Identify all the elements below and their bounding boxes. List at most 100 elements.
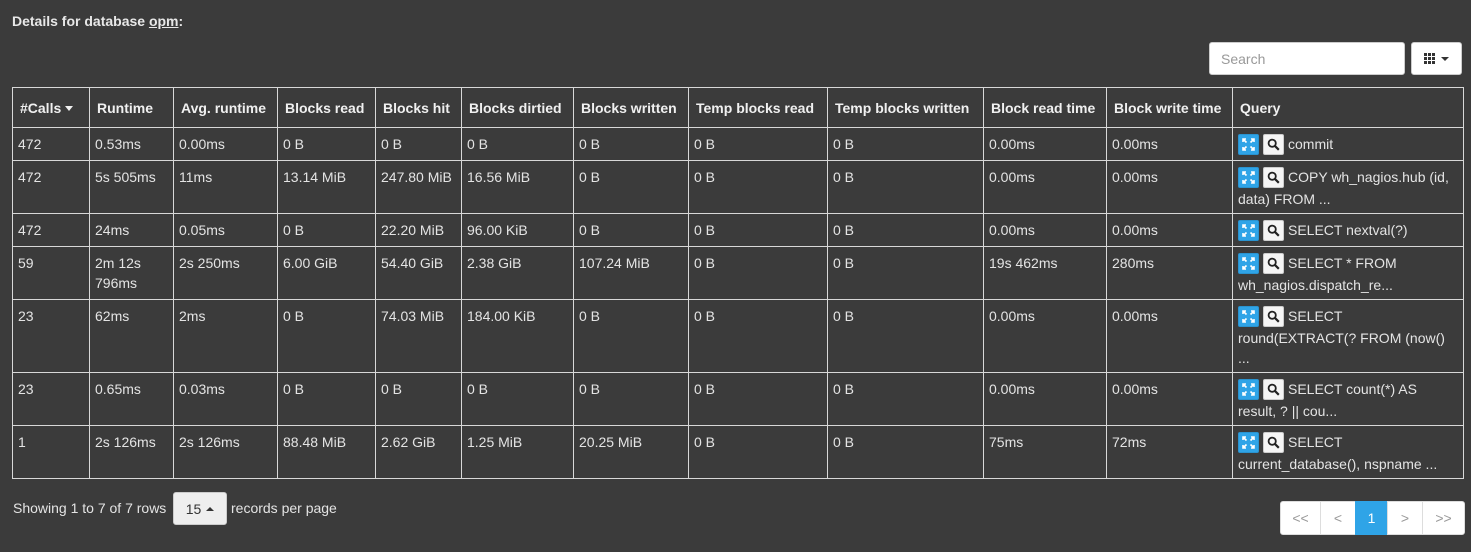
- column-header-label: Query: [1240, 99, 1281, 116]
- cell-value: 0 B: [833, 255, 855, 271]
- cell-value: 0 B: [579, 169, 601, 185]
- cell-value: 0 B: [833, 434, 855, 450]
- column-header[interactable]: Query: [1232, 87, 1464, 128]
- cell-value: 472: [18, 222, 42, 238]
- table-cell: 0.00ms: [983, 160, 1107, 214]
- column-header[interactable]: Block read time: [983, 87, 1107, 128]
- table-row: 472 5s 505ms 11ms 13.14 MiB 247.80 MiB 16.56 …: [12, 160, 1464, 214]
- table-cell: 0 B: [573, 299, 689, 373]
- table-row: 472 0.53ms 0.00ms 0 B 0 B 0 B 0 B 0 B 0 B 0.00ms 0…: [12, 127, 1464, 161]
- table-cell: 0 B: [827, 213, 984, 247]
- expand-icon[interactable]: [1238, 305, 1259, 327]
- cell-value: 0 B: [833, 308, 855, 324]
- table-row: 23 0.65ms 0.03ms 0 B 0 B 0 B 0 B 0 B 0 B 0.00ms 0.…: [12, 372, 1464, 426]
- cell-value: 0 B: [381, 136, 403, 152]
- search-input[interactable]: [1209, 42, 1405, 75]
- column-header[interactable]: Avg. runtime: [173, 87, 278, 128]
- database-link[interactable]: opm: [148, 13, 179, 29]
- columns-toggle-button[interactable]: [1411, 42, 1462, 75]
- column-header[interactable]: Blocks dirtied: [461, 87, 574, 128]
- cell-value: 19s 462ms: [989, 255, 1058, 271]
- column-header[interactable]: Blocks read: [277, 87, 376, 128]
- magnifier-icon[interactable]: [1263, 431, 1284, 453]
- cell-value: 72ms: [1112, 434, 1147, 450]
- cell-value: 0.00ms: [1112, 136, 1158, 152]
- expand-icon[interactable]: [1238, 431, 1259, 453]
- magnifier-icon[interactable]: [1263, 378, 1284, 400]
- table-cell: 0 B: [688, 246, 828, 300]
- cell-value: 0 B: [579, 308, 601, 324]
- cell-value: 59: [18, 255, 34, 271]
- cell-value: 0.00ms: [1112, 381, 1158, 397]
- table-cell: 0.53ms: [89, 127, 174, 161]
- cell-value: 0.00ms: [1112, 308, 1158, 324]
- magnifier-icon[interactable]: [1263, 252, 1284, 274]
- expand-icon[interactable]: [1238, 252, 1259, 274]
- table-cell: 0 B: [277, 299, 376, 373]
- table-cell: commit: [1232, 127, 1464, 161]
- table-cell: 0.00ms: [1106, 160, 1233, 214]
- table-cell: 0 B: [688, 213, 828, 247]
- table-cell: 0 B: [573, 372, 689, 426]
- table-cell: 184.00 KiB: [461, 299, 574, 373]
- expand-icon[interactable]: [1238, 133, 1259, 155]
- table-cell: SELECT count(*) AS result, ? || cou...: [1232, 372, 1464, 426]
- per-page-label: records per page: [231, 500, 337, 516]
- table-cell: 0 B: [375, 372, 462, 426]
- pagination: << < 1 > >>: [1280, 501, 1465, 535]
- table-cell: 0 B: [573, 213, 689, 247]
- query-text: SELECT round(EXTRACT(? FROM (now() ...: [1238, 308, 1445, 366]
- table-cell: 0 B: [827, 372, 984, 426]
- column-header[interactable]: Blocks hit: [375, 87, 462, 128]
- column-header[interactable]: Blocks written: [573, 87, 689, 128]
- expand-icon[interactable]: [1238, 219, 1259, 241]
- table-cell: 0 B: [573, 127, 689, 161]
- table-cell: 1.25 MiB: [461, 425, 574, 479]
- column-header[interactable]: #Calls: [12, 87, 90, 128]
- query-text: SELECT * FROM wh_nagios.dispatch_re...: [1238, 255, 1397, 293]
- cell-value: 1: [18, 434, 26, 450]
- cell-value: 13.14 MiB: [283, 169, 347, 185]
- cell-value: 0.00ms: [989, 222, 1035, 238]
- table-cell: 1: [12, 425, 90, 479]
- pagination-first[interactable]: <<: [1280, 501, 1321, 535]
- per-page-dropdown[interactable]: 15: [173, 492, 227, 525]
- pagination-last[interactable]: >>: [1422, 501, 1465, 535]
- column-header[interactable]: Temp blocks read: [688, 87, 828, 128]
- cell-value: 5s 505ms: [95, 169, 156, 185]
- table-cell: 2s 250ms: [173, 246, 278, 300]
- rows-summary: Showing 1 to 7 of 7 rows: [13, 500, 167, 516]
- magnifier-icon[interactable]: [1263, 219, 1284, 241]
- cell-value: 2m 12s 796ms: [95, 255, 141, 291]
- column-header-label: Blocks written: [581, 99, 677, 116]
- expand-icon[interactable]: [1238, 166, 1259, 188]
- column-header[interactable]: Block write time: [1106, 87, 1233, 128]
- cell-value: 96.00 KiB: [467, 222, 528, 238]
- table-cell: 2m 12s 796ms: [89, 246, 174, 300]
- table-cell: 0.05ms: [173, 213, 278, 247]
- cell-value: 20.25 MiB: [579, 434, 643, 450]
- magnifier-icon[interactable]: [1263, 166, 1284, 188]
- column-header[interactable]: Runtime: [89, 87, 174, 128]
- cell-value: 0.05ms: [179, 222, 225, 238]
- column-header[interactable]: Temp blocks written: [827, 87, 984, 128]
- table-cell: 0.00ms: [983, 213, 1107, 247]
- magnifier-icon[interactable]: [1263, 305, 1284, 327]
- table-cell: 2.38 GiB: [461, 246, 574, 300]
- cell-value: 75ms: [989, 434, 1024, 450]
- grid-icon: [1424, 53, 1435, 64]
- expand-icon[interactable]: [1238, 378, 1259, 400]
- cell-value: 24ms: [95, 222, 130, 238]
- column-header-label: Block write time: [1114, 99, 1222, 116]
- table-cell: 20.25 MiB: [573, 425, 689, 479]
- table-cell: 2s 126ms: [173, 425, 278, 479]
- queries-table: #Calls Runtime Avg. runtime Blocks read Bloc…: [12, 87, 1464, 479]
- cell-value: 54.40 GiB: [381, 255, 444, 271]
- pagination-next[interactable]: >: [1387, 501, 1423, 535]
- cell-value: 280ms: [1112, 255, 1155, 271]
- magnifier-icon[interactable]: [1263, 133, 1284, 155]
- pagination-prev[interactable]: <: [1320, 501, 1356, 535]
- table-cell: 23: [12, 372, 90, 426]
- pagination-page-1[interactable]: 1: [1355, 501, 1388, 535]
- table-row: 1 2s 126ms 2s 126ms 88.48 MiB 2.62 GiB 1.25 M…: [12, 425, 1464, 479]
